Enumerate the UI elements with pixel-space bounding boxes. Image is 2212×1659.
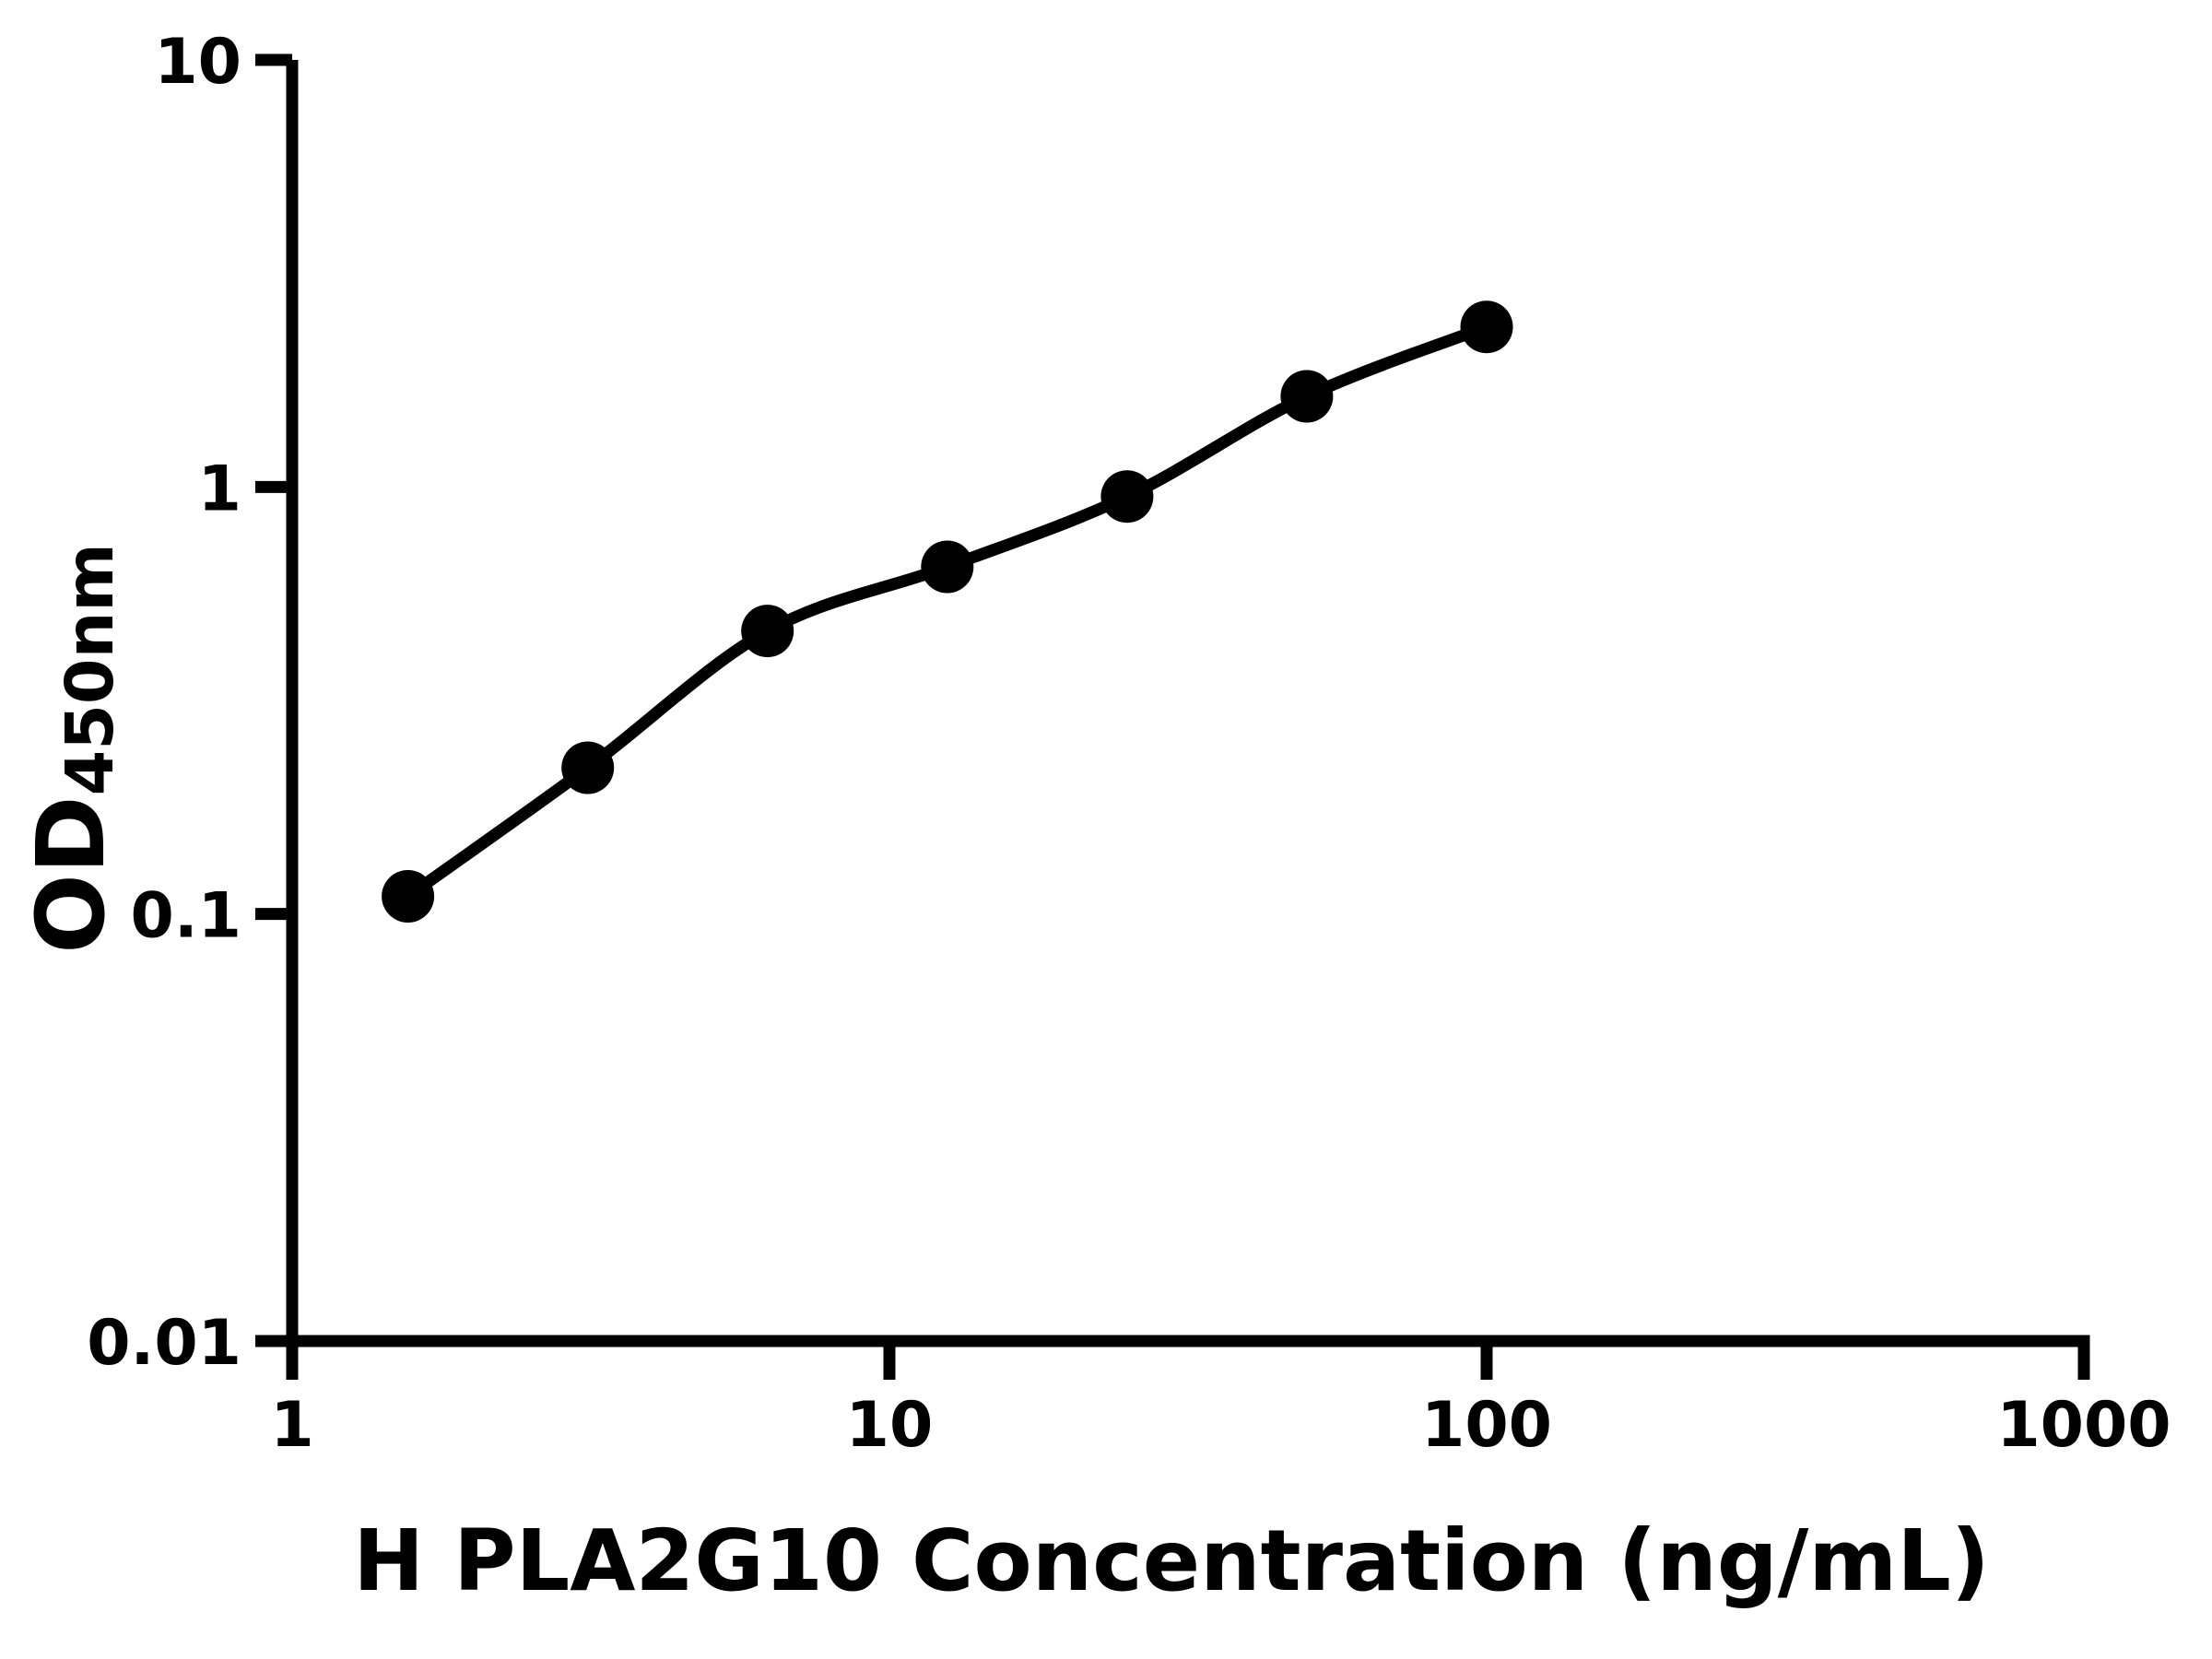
data-point [921, 540, 974, 594]
y-tick-label: 10 [154, 26, 241, 99]
y-axis-title-main: OD [17, 795, 126, 954]
y-axis-title: OD450nm [17, 543, 128, 954]
y-tick-label: 0.1 [131, 880, 241, 953]
y-tick-label: 1 [198, 453, 241, 525]
data-point [1460, 300, 1513, 354]
data-point [1100, 470, 1154, 524]
y-axis-title-subscript: 450nm [51, 543, 128, 796]
data-point [382, 870, 435, 923]
x-tick-label: 1000 [1996, 1389, 2171, 1462]
x-tick-label: 100 [1421, 1389, 1552, 1462]
data-point [741, 605, 794, 658]
x-tick-label: 1 [270, 1389, 313, 1462]
data-point [561, 741, 615, 794]
x-axis-title: H PLA2G10 Concentration (ng/mL) [353, 1512, 1990, 1610]
x-tick-label: 10 [846, 1389, 934, 1462]
data-point [1280, 370, 1334, 423]
y-tick-label: 0.01 [87, 1307, 241, 1380]
